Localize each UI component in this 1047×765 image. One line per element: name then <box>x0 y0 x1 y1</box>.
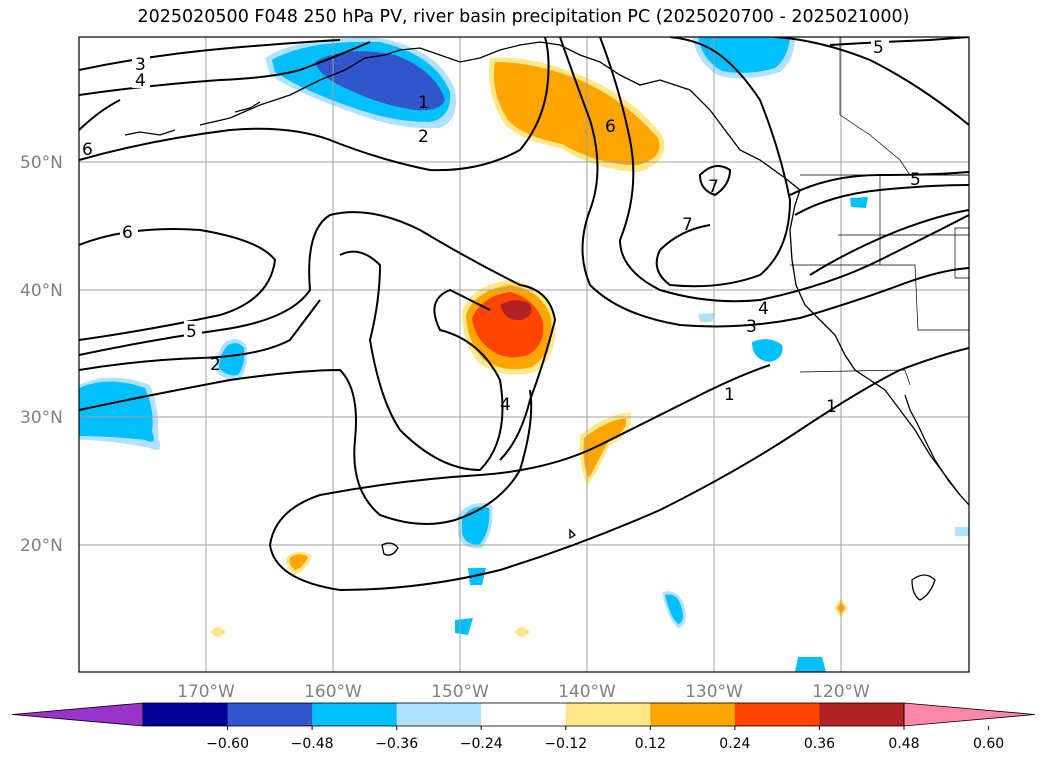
colorbar-segment <box>481 703 567 726</box>
colorbar-segment <box>650 703 736 726</box>
pv-label: 3 <box>135 55 146 75</box>
pv-label: 6 <box>122 223 133 243</box>
colorbar-tick-label: 0.60 <box>973 736 1004 752</box>
colorbar-outline <box>142 702 905 727</box>
pv-label: 4 <box>758 299 769 319</box>
political-borders <box>790 37 969 386</box>
pv-label: 1 <box>826 397 837 417</box>
pv-contour-labels: 3 4 5 6 6 5 2 1 2 6 7 7 5 4 3 4 1 1 <box>82 38 921 417</box>
map-frame <box>78 36 970 673</box>
lat-label-20n: 20°N <box>20 536 63 556</box>
map-title: 2025020500 F048 250 hPa PV, river basin … <box>137 7 910 27</box>
colorbar-tick-label: −0.12 <box>544 736 587 752</box>
colorbar-segment <box>396 703 482 726</box>
colorbar-tick-labels: −0.60 −0.48 −0.36 −0.24 −0.12 0.12 0.24 0.36 0.4… <box>206 726 1004 752</box>
colorbar-segment <box>565 703 651 726</box>
colorbar-tick-label: −0.36 <box>375 736 418 752</box>
pv-contours <box>79 37 969 592</box>
colorbar-tick-label: 0.48 <box>888 736 919 752</box>
coastlines <box>124 41 969 601</box>
pv-label: 7 <box>708 177 719 197</box>
pv-label: 3 <box>746 317 757 337</box>
pv-label: 7 <box>682 215 693 235</box>
lon-label-120w: 120°W <box>812 682 870 702</box>
pv-label: 5 <box>873 38 884 58</box>
colorbar-tick-label: −0.48 <box>291 736 334 752</box>
colorbar: −0.60 −0.48 −0.36 −0.24 −0.12 0.12 0.24 0.36 0.4… <box>11 702 1036 752</box>
pv-label: 2 <box>210 355 221 375</box>
pv-label: 5 <box>186 322 197 342</box>
colorbar-tick-label: 0.36 <box>804 736 835 752</box>
pv-label: 1 <box>418 93 429 113</box>
colorbar-segment <box>227 703 313 726</box>
pv-label: 5 <box>910 170 921 190</box>
colorbar-extend-min <box>11 702 144 727</box>
colorbar-segment <box>312 703 398 726</box>
pv-label: 4 <box>135 71 146 91</box>
lon-label-160w: 160°W <box>304 682 362 702</box>
pv-label: 6 <box>82 140 93 160</box>
lon-label-140w: 140°W <box>558 682 616 702</box>
colorbar-tick-label: −0.60 <box>206 736 249 752</box>
colorbar-extend-max <box>903 702 1036 727</box>
pv-label: 2 <box>418 127 429 147</box>
lat-label-30n: 30°N <box>20 408 63 428</box>
lat-label-50n: 50°N <box>20 153 63 173</box>
pv-label: 6 <box>605 117 616 137</box>
colorbar-tick-label: −0.24 <box>460 736 503 752</box>
pv-label: 1 <box>724 385 735 405</box>
lon-label-150w: 150°W <box>431 682 489 702</box>
longitude-labels: 170°W 160°W 150°W 140°W 130°W 120°W <box>177 682 870 702</box>
precipitation-shading <box>79 37 969 672</box>
lat-label-40n: 40°N <box>20 281 63 301</box>
colorbar-segments <box>11 702 1036 727</box>
colorbar-segment <box>734 703 820 726</box>
lon-label-170w: 170°W <box>177 682 235 702</box>
colorbar-tick-label: 0.12 <box>635 736 666 752</box>
colorbar-segment <box>143 703 229 726</box>
latitude-labels: 50°N 40°N 30°N 20°N <box>20 153 63 556</box>
lon-label-130w: 130°W <box>685 682 743 702</box>
colorbar-tick-label: 0.24 <box>719 736 750 752</box>
colorbar-segment <box>819 703 905 726</box>
pv-label: 4 <box>500 395 511 415</box>
